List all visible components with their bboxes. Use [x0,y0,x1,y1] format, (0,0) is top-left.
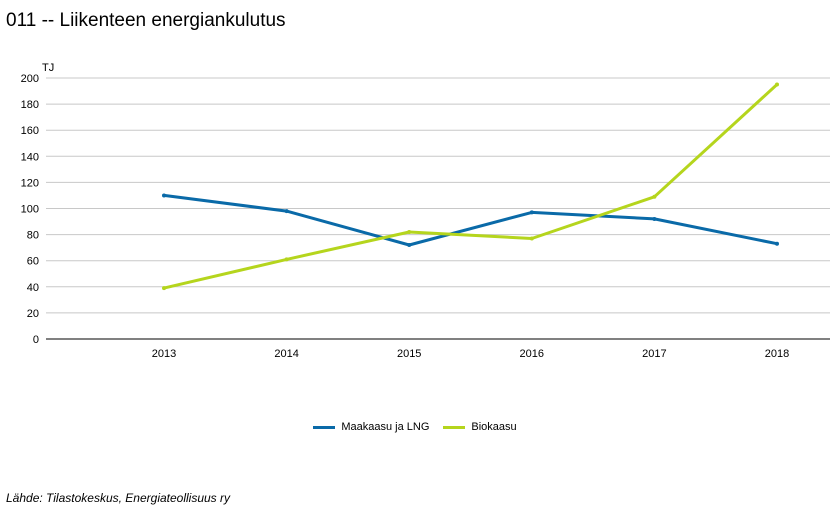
x-tick-label-2015: 2015 [397,348,421,360]
legend-label-biokaasu: Biokaasu [471,421,517,433]
y-tick-label-60: 60 [27,256,39,268]
legend-label-maakaasu: Maakaasu ja LNG [341,421,430,433]
line-chart: 0 20 40 60 80 100 120 140 160 180 200 2013 2014 2015 2… [21,62,830,360]
data-point-1-2015[interactable] [407,229,412,234]
y-tick-label-120: 120 [21,177,39,189]
data-point-1-2017[interactable] [652,194,657,199]
x-tick-label-2013: 2013 [152,348,176,360]
x-tick-label-2018: 2018 [765,348,789,360]
data-point-1-2014[interactable] [284,257,289,262]
y-tick-label-180: 180 [21,99,39,111]
data-point-0-2014[interactable] [284,209,289,214]
y-axis-unit-label: TJ [42,62,54,74]
data-point-0-2015[interactable] [407,243,412,248]
y-tick-label-140: 140 [21,151,39,163]
data-point-1-2013[interactable] [162,286,166,291]
data-point-0-2018[interactable] [775,241,779,246]
y-tick-label-20: 20 [27,308,39,320]
x-tick-label-2016: 2016 [520,348,544,360]
y-tick-label-200: 200 [21,73,39,85]
y-tick-label-0: 0 [33,334,39,346]
source-note: Lähde: Tilastokeskus, Energiateollisuus … [6,491,231,505]
legend-swatch-maakaasu [313,425,336,429]
y-tick-label-100: 100 [21,204,39,216]
y-tick-label-40: 40 [27,282,39,294]
data-point-1-2016[interactable] [529,236,534,241]
legend: Maakaasu ja LNG Biokaasu [0,421,830,433]
y-tick-label-80: 80 [27,230,39,242]
x-tick-label-2014: 2014 [274,348,298,360]
x-tick-label-2017: 2017 [642,348,666,360]
legend-item-biokaasu[interactable]: Biokaasu [443,421,517,433]
series-line-0[interactable] [162,193,779,247]
legend-item-maakaasu[interactable]: Maakaasu ja LNG [313,421,429,433]
legend-swatch-biokaasu [443,425,466,429]
series-line-1[interactable] [162,83,779,290]
chart-title: 011 -- Liikenteen energiankulutus [6,10,286,31]
y-tick-label-160: 160 [21,125,39,137]
data-point-1-2018[interactable] [775,82,779,87]
series-lines [162,82,779,291]
data-point-0-2017[interactable] [652,216,657,221]
data-point-0-2016[interactable] [529,210,534,215]
axes: 0 20 40 60 80 100 120 140 160 180 200 2013 2014 2015 2… [21,73,830,360]
data-point-0-2013[interactable] [162,193,166,198]
